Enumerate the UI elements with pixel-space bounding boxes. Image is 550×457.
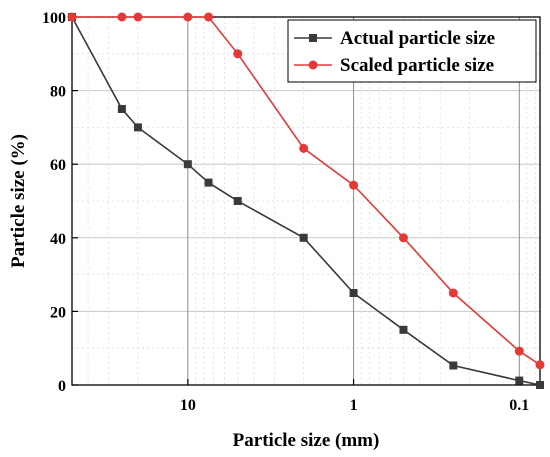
data-point [299, 233, 308, 242]
legend-item: Scaled particle size [294, 55, 494, 76]
plot-frame [71, 16, 541, 386]
legend-item: Actual particle size [294, 28, 495, 49]
data-point [449, 361, 458, 370]
data-point [204, 178, 213, 187]
y-tick-label: 100 [42, 10, 66, 27]
x-tick-label: 0.1 [509, 397, 529, 414]
data-point [67, 12, 77, 22]
data-point [515, 376, 524, 385]
y-tick-label: 80 [50, 84, 66, 101]
data-point [398, 233, 408, 243]
data-point [399, 325, 408, 334]
data-point [183, 160, 192, 169]
legend-marker [309, 34, 317, 42]
legend: Actual particle size Scaled particle size [287, 19, 537, 83]
data-point [133, 12, 143, 22]
data-point [535, 360, 545, 370]
y-tick-label: 60 [50, 157, 66, 174]
data-point [299, 143, 309, 153]
x-tick-label: 10 [180, 397, 196, 414]
data-point [448, 288, 458, 298]
series-2 [67, 12, 545, 370]
data-point [536, 381, 544, 389]
data-point [133, 123, 142, 132]
y-tick-label: 0 [58, 378, 66, 395]
y-tick-label: 20 [50, 304, 66, 321]
series [67, 12, 545, 389]
y-axis-title: Particle size (%) [8, 134, 29, 268]
x-tick-label: 1 [350, 397, 358, 414]
data-point [204, 12, 214, 22]
legend-box [287, 19, 537, 83]
data-point [183, 12, 193, 22]
legend-marker [308, 60, 318, 70]
y-tick-label: 40 [50, 231, 66, 248]
data-point [117, 12, 127, 22]
data-point [349, 289, 358, 297]
legend-label: Actual particle size [340, 28, 495, 49]
data-point [349, 180, 359, 190]
data-point [233, 197, 242, 205]
x-axis-title: Particle size (mm) [233, 430, 380, 451]
legend-label: Scaled particle size [340, 55, 494, 76]
data-point [514, 346, 524, 356]
data-point [233, 49, 243, 59]
data-point [117, 105, 126, 113]
